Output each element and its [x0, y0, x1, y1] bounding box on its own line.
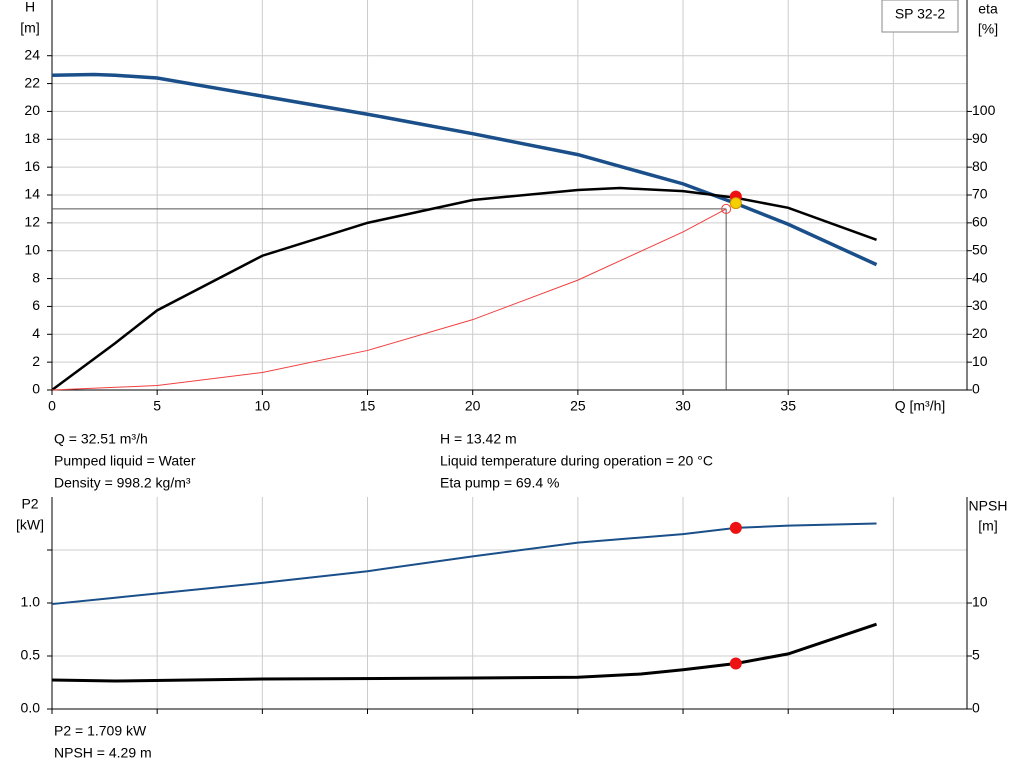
y-tick-label: 0.0: [21, 700, 41, 716]
curve: [51, 522, 877, 606]
y-tick-label: 0.5: [21, 647, 41, 663]
y2-axis-label: [m]: [978, 518, 997, 534]
y2-tick-label: 50: [972, 241, 988, 257]
y-tick-label: 20: [24, 102, 40, 118]
y-tick-label: 8: [32, 269, 40, 285]
y2-tick-label: 30: [972, 297, 988, 313]
y2-tick-label: 40: [972, 269, 988, 285]
y2-tick-label: 20: [972, 325, 988, 341]
y2-axis-label: [%]: [978, 21, 998, 37]
y-tick-label: 4: [32, 325, 40, 341]
y2-tick-label: 90: [972, 130, 988, 146]
x-tick-label: 0: [48, 398, 56, 414]
y-axis-label: [kW]: [16, 517, 44, 533]
info-text: P2 = 1.709 kW: [54, 723, 147, 739]
y-axis-label: H: [25, 0, 35, 15]
y2-tick-label: 10: [972, 594, 988, 610]
y2-axis-label: eta: [978, 1, 998, 17]
y2-tick-label: 100: [972, 102, 996, 118]
operating-point: [729, 521, 742, 534]
x-tick-label: 5: [153, 398, 161, 414]
y-tick-label: 18: [24, 130, 40, 146]
info-text: Pumped liquid = Water: [54, 453, 196, 469]
info-text: Eta pump = 69.4 %: [440, 475, 559, 491]
y-tick-label: 12: [24, 214, 40, 230]
y-tick-label: 14: [24, 186, 40, 202]
title-box: [881, 0, 959, 33]
operating-point: [729, 197, 742, 210]
y2-tick-label: 5: [972, 647, 980, 663]
x-tick-label: 25: [570, 398, 586, 414]
y-tick-label: 16: [24, 158, 40, 174]
y-axis-label: [m]: [20, 20, 39, 36]
chart-title: SP 32-2: [895, 6, 946, 22]
x-tick-label: 10: [255, 398, 271, 414]
y-tick-label: 0: [32, 381, 40, 397]
y-tick-label: 10: [24, 241, 40, 257]
y2-tick-label: 10: [972, 353, 988, 369]
y2-tick-label: 60: [972, 214, 988, 230]
y-tick-label: 22: [24, 74, 40, 90]
duty-point: [721, 203, 732, 214]
curve: [51, 622, 878, 683]
y2-axis-label: NPSH: [969, 498, 1008, 514]
curve: [51, 208, 727, 391]
y2-tick-label: 70: [972, 186, 988, 202]
x-tick-label: 15: [360, 398, 376, 414]
y2-tick-label: 0: [972, 381, 980, 397]
y-tick-label: 1.0: [21, 594, 41, 610]
y2-tick-label: 80: [972, 158, 988, 174]
curve: [51, 186, 877, 392]
y2-tick-label: 0: [972, 700, 980, 716]
info-text: H = 13.42 m: [440, 431, 517, 447]
curve: [51, 72, 878, 267]
y-axis-label: P2: [21, 496, 38, 512]
info-text: Density = 998.2 kg/m³: [54, 475, 191, 491]
x-axis-label: Q [m³/h]: [895, 398, 946, 414]
info-text: Q = 32.51 m³/h: [54, 431, 148, 447]
info-text: Liquid temperature during operation = 20…: [440, 453, 713, 469]
y-tick-label: 24: [24, 46, 40, 62]
x-tick-label: 35: [780, 398, 796, 414]
y-tick-label: 6: [32, 297, 40, 313]
info-text: NPSH = 4.29 m: [54, 745, 152, 761]
x-tick-label: 20: [465, 398, 481, 414]
x-tick-label: 30: [675, 398, 691, 414]
operating-point: [729, 657, 742, 670]
y-tick-label: 2: [32, 353, 40, 369]
